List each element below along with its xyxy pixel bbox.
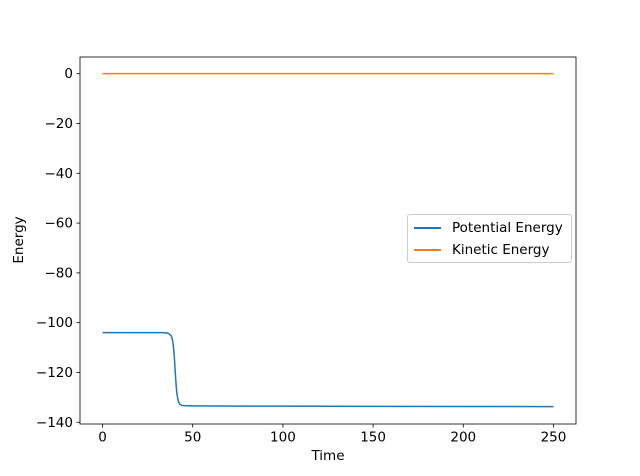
potential-energy-line-swatch [414,226,441,229]
axes-frame [79,56,577,425]
x-tick-label: 50 [184,430,201,446]
x-tick-label: 250 [541,430,567,446]
y-tick-label: −60 [45,216,74,232]
y-tick-label: −20 [45,116,74,132]
x-axis-label: Time [311,448,345,464]
kinetic-energy-line-swatch [414,248,441,251]
series-line-potential-energy [102,331,554,408]
y-tick-label: −80 [45,265,74,281]
legend: Potential Energy Kinetic Energy [407,214,572,263]
y-axis-label: Energy [11,216,27,264]
y-tick-label: 0 [64,66,73,82]
y-tick-label: −40 [45,166,74,182]
legend-label-potential-energy: Potential Energy [452,219,563,236]
y-tick-label: −120 [36,365,73,381]
legend-label-kinetic-energy: Kinetic Energy [452,241,550,258]
legend-item-potential-energy: Potential Energy [414,220,571,236]
y-tick-label: −100 [36,315,73,331]
y-tick-label: −140 [36,415,73,431]
x-tick-label: 200 [450,430,476,446]
x-tick-label: 0 [98,430,107,446]
x-tick-label: 100 [270,430,296,446]
legend-item-kinetic-energy: Kinetic Energy [414,242,571,258]
x-tick-label: 150 [360,430,386,446]
